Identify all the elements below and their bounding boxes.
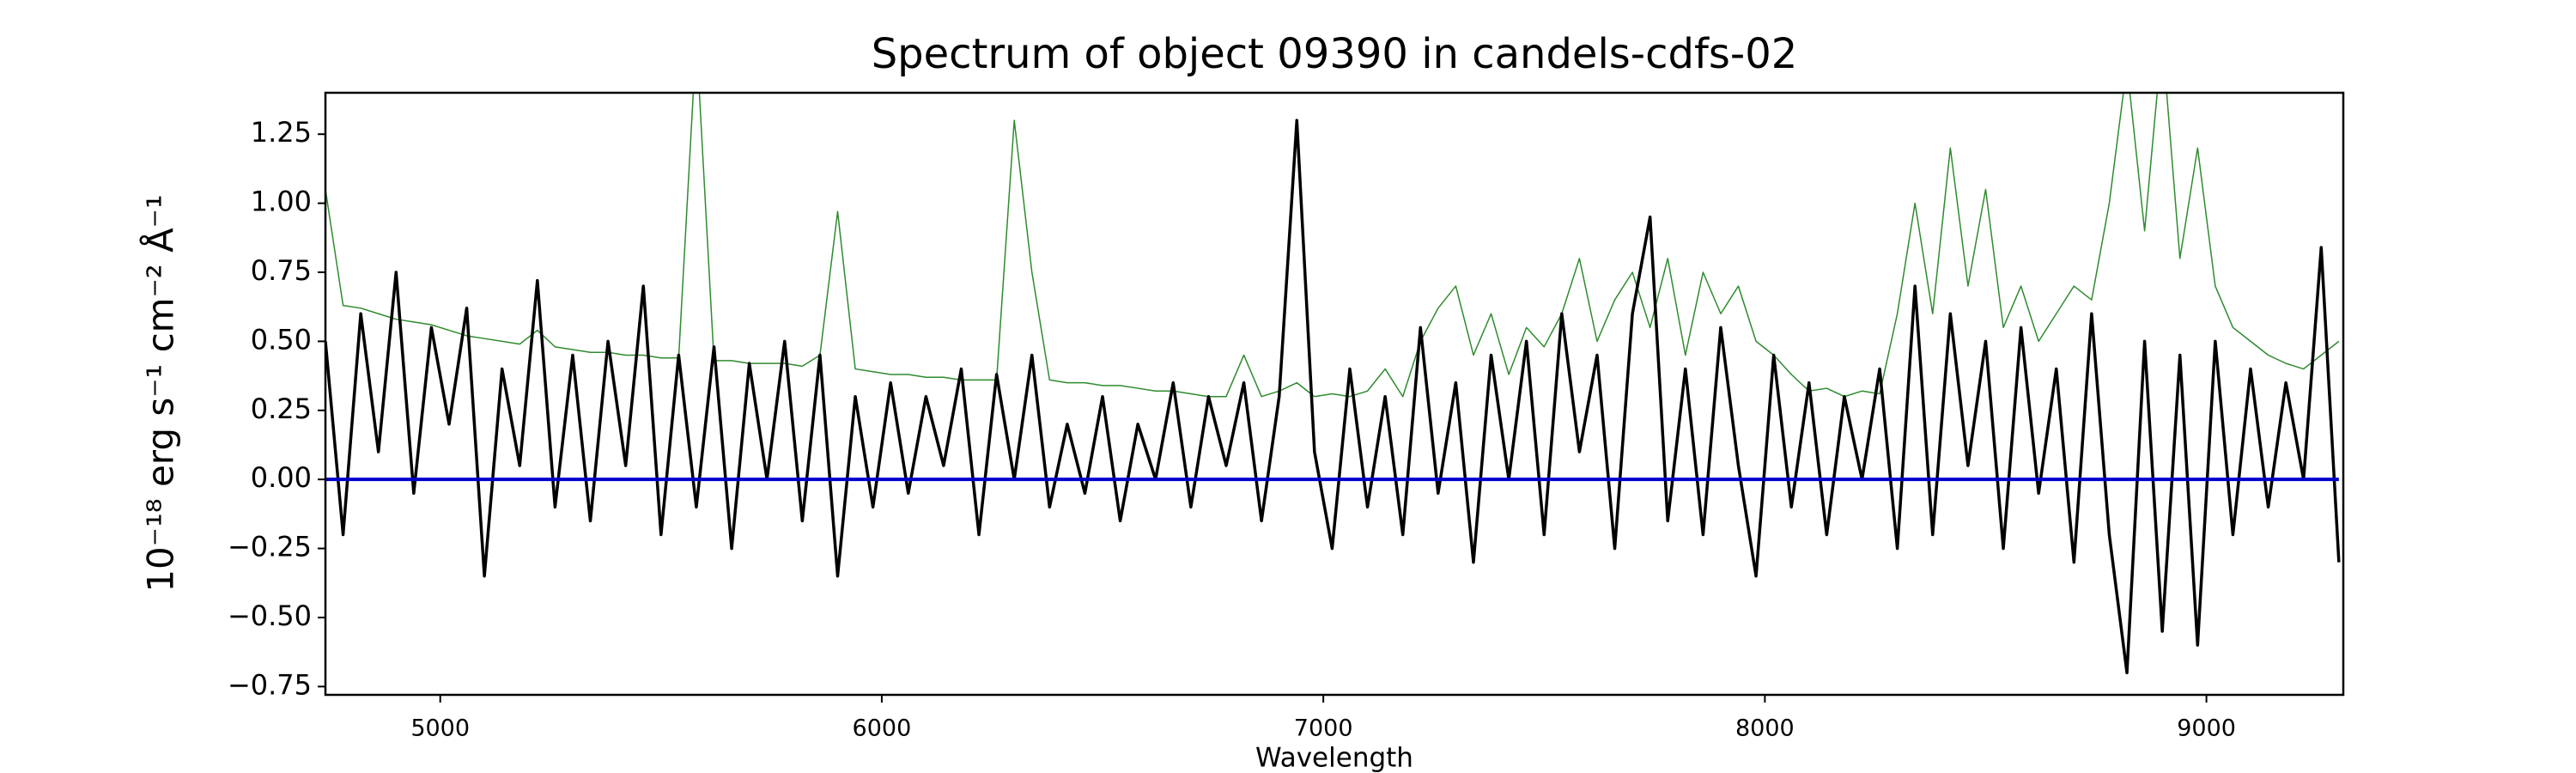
axes-frame [324,91,2345,697]
y-tick-label: 0.50 [251,323,312,356]
y-tick-label: 0.00 [251,461,312,494]
plot-lines [325,93,2341,675]
spectrum-line [325,93,2340,398]
x-tick-label: 8000 [1735,715,1795,742]
chart-title: Spectrum of object 09390 in candels-cdfs… [872,30,1798,78]
x-tick-label: 5000 [410,715,470,742]
y-tick-label: 0.25 [251,393,312,425]
y-tick-label: −0.50 [228,600,312,632]
x-tick-label: 9000 [2177,715,2236,742]
spectrum-line [325,119,2341,675]
y-tick-label: 1.00 [251,186,312,218]
x-axis-label: Wavelength [1255,743,1413,773]
y-axis-label: 10⁻¹⁸ erg s⁻¹ cm⁻² Å⁻¹ [139,194,182,592]
y-tick-label: −0.25 [228,531,312,563]
y-tick-label: 0.75 [251,254,312,287]
x-tick-label: 7000 [1294,715,1353,742]
y-tick-label: −0.75 [228,668,312,701]
y-tick-label: 1.25 [251,116,312,149]
x-tick-label: 6000 [853,715,912,742]
